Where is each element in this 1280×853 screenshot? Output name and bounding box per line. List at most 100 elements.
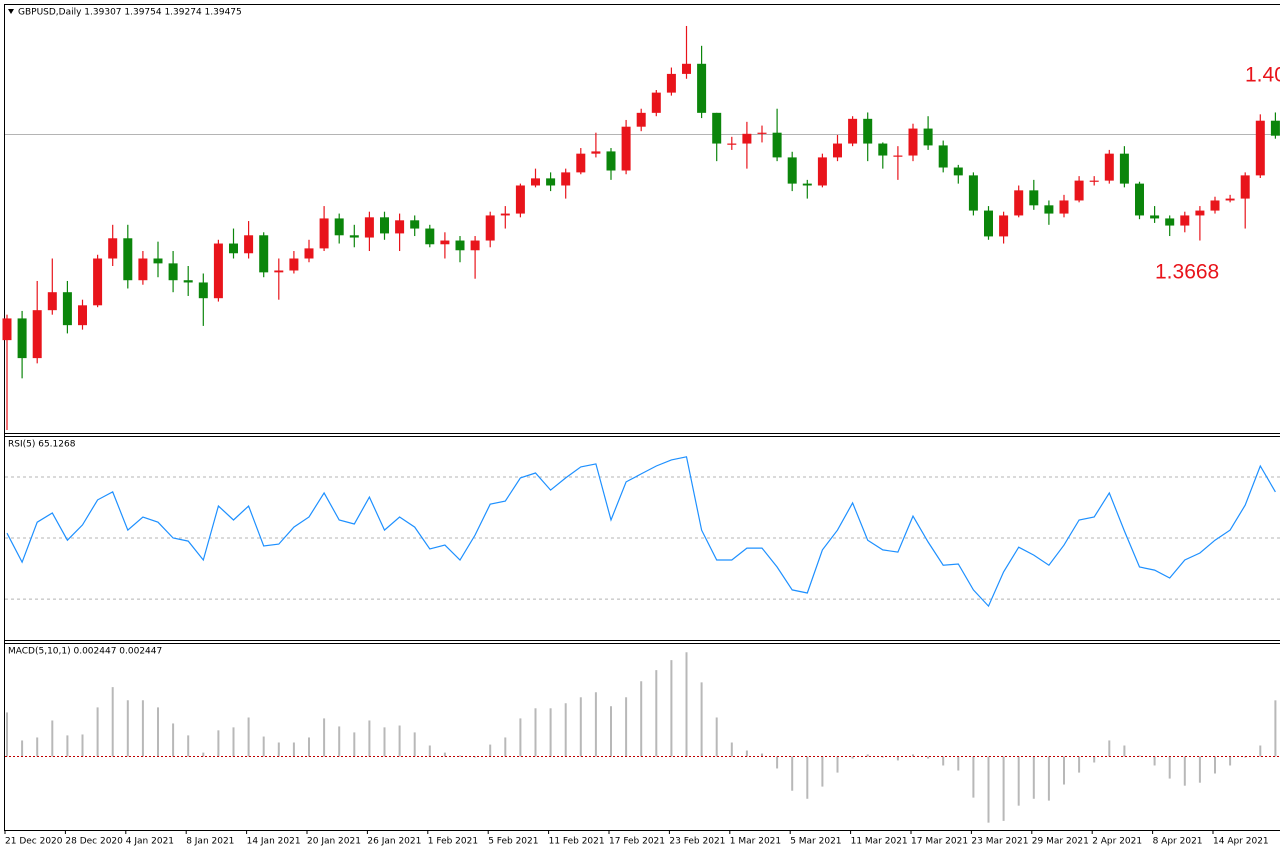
candle-body bbox=[500, 213, 510, 216]
candle-body bbox=[968, 175, 978, 211]
x-tick-label: 11 Mar 2021 bbox=[851, 837, 908, 847]
candle-body bbox=[561, 172, 571, 186]
candle-body bbox=[1225, 198, 1235, 201]
candle-body bbox=[244, 235, 254, 254]
candle-body bbox=[229, 243, 238, 254]
x-tick-label: 23 Mar 2021 bbox=[971, 837, 1028, 847]
candle-body bbox=[697, 63, 707, 113]
candle-body bbox=[213, 243, 223, 299]
candle-body bbox=[395, 220, 405, 234]
candle-body bbox=[817, 157, 827, 186]
candle-body bbox=[606, 151, 616, 171]
x-tick-label: 2 Apr 2021 bbox=[1092, 837, 1142, 847]
annotation: 1.3668 bbox=[1155, 261, 1219, 284]
candle-body bbox=[168, 263, 178, 281]
candle-body bbox=[1014, 190, 1024, 216]
candle-body bbox=[833, 143, 842, 158]
x-tick-label: 5 Mar 2021 bbox=[790, 837, 841, 847]
x-tick-label: 1 Feb 2021 bbox=[428, 837, 478, 847]
candle-body bbox=[410, 220, 420, 229]
candle-body bbox=[62, 292, 72, 326]
candle-body bbox=[515, 185, 525, 214]
x-tick-label: 8 Apr 2021 bbox=[1153, 837, 1203, 847]
candle-body bbox=[138, 258, 148, 281]
x-tick-label: 28 Dec 2020 bbox=[65, 837, 123, 847]
candle-body bbox=[198, 282, 208, 299]
candle-body bbox=[682, 63, 691, 74]
x-tick-label: 11 Feb 2021 bbox=[549, 837, 605, 847]
candle-body bbox=[651, 92, 661, 113]
candle-body bbox=[108, 238, 118, 259]
candle-body bbox=[349, 235, 359, 238]
x-tick-label: 26 Jan 2021 bbox=[367, 837, 421, 847]
candle-body bbox=[289, 258, 299, 271]
candle-body bbox=[1089, 180, 1099, 182]
x-tick-label: 21 Dec 2020 bbox=[5, 837, 63, 847]
candle-body bbox=[1044, 205, 1054, 214]
candle-body bbox=[319, 218, 329, 249]
candle-body bbox=[923, 128, 933, 146]
candle-body bbox=[183, 280, 193, 283]
candle-body bbox=[893, 155, 903, 157]
candle-body bbox=[953, 167, 963, 176]
candle-body bbox=[304, 248, 314, 259]
x-tick-label: 29 Mar 2021 bbox=[1032, 837, 1089, 847]
candle-body bbox=[1104, 153, 1114, 181]
candle-body bbox=[470, 240, 480, 251]
candle-body bbox=[1240, 175, 1250, 199]
candle-body bbox=[78, 305, 87, 326]
candle-body bbox=[32, 310, 42, 359]
candle-body bbox=[1180, 215, 1190, 226]
candle-body bbox=[1029, 190, 1039, 206]
candle-body bbox=[93, 258, 103, 306]
candle-body bbox=[802, 183, 812, 186]
panel-title: RSI(5) 65.1268 bbox=[8, 440, 76, 450]
panel-title: GBPUSD,Daily 1.39307 1.39754 1.39274 1.3… bbox=[18, 8, 242, 18]
x-tick-label: 5 Feb 2021 bbox=[488, 837, 538, 847]
x-tick-label: 4 Jan 2021 bbox=[126, 837, 174, 847]
x-tick-label: 14 Jan 2021 bbox=[247, 837, 301, 847]
candle-body bbox=[727, 143, 737, 145]
candle-body bbox=[576, 153, 586, 173]
candle-body bbox=[1165, 218, 1175, 226]
candle-body bbox=[546, 178, 556, 186]
candle-body bbox=[908, 128, 918, 156]
rsi-line bbox=[6, 456, 1276, 608]
candle-body bbox=[380, 217, 389, 234]
x-tick-label: 17 Feb 2021 bbox=[609, 837, 665, 847]
candle-body bbox=[1150, 215, 1160, 219]
x-tick-label: 14 Apr 2021 bbox=[1213, 837, 1269, 847]
candle-body bbox=[123, 238, 133, 281]
candle-body bbox=[787, 157, 797, 184]
candle-body bbox=[485, 215, 495, 241]
candle-body bbox=[334, 218, 344, 236]
candle-body bbox=[1195, 210, 1205, 216]
annotation: 1.40 bbox=[1245, 64, 1280, 87]
x-tick-label: 1 Mar 2021 bbox=[730, 837, 781, 847]
candle-body bbox=[772, 132, 782, 158]
candle-body bbox=[636, 112, 646, 127]
candle-body bbox=[274, 270, 284, 273]
candle-body bbox=[153, 258, 163, 264]
panel-title: MACD(5,10,1) 0.002447 0.002447 bbox=[8, 647, 162, 657]
candle-body bbox=[878, 143, 888, 156]
candle-body bbox=[17, 318, 27, 359]
candle-body bbox=[47, 292, 57, 311]
candle-body bbox=[984, 210, 993, 237]
x-tick-label: 23 Feb 2021 bbox=[669, 837, 725, 847]
candle-body bbox=[938, 145, 948, 168]
candle-body bbox=[591, 151, 601, 154]
candle-body bbox=[2, 318, 12, 341]
candle-body bbox=[742, 133, 752, 144]
x-tick-label: 8 Jan 2021 bbox=[186, 837, 234, 847]
candle-body bbox=[425, 228, 435, 245]
candle-body bbox=[1210, 200, 1220, 211]
candle-body bbox=[863, 118, 873, 144]
candle-body bbox=[1074, 180, 1084, 201]
x-tick-label: 20 Jan 2021 bbox=[307, 837, 361, 847]
candle-body bbox=[364, 217, 374, 238]
candle-body bbox=[531, 178, 540, 186]
candle-body bbox=[712, 112, 722, 144]
